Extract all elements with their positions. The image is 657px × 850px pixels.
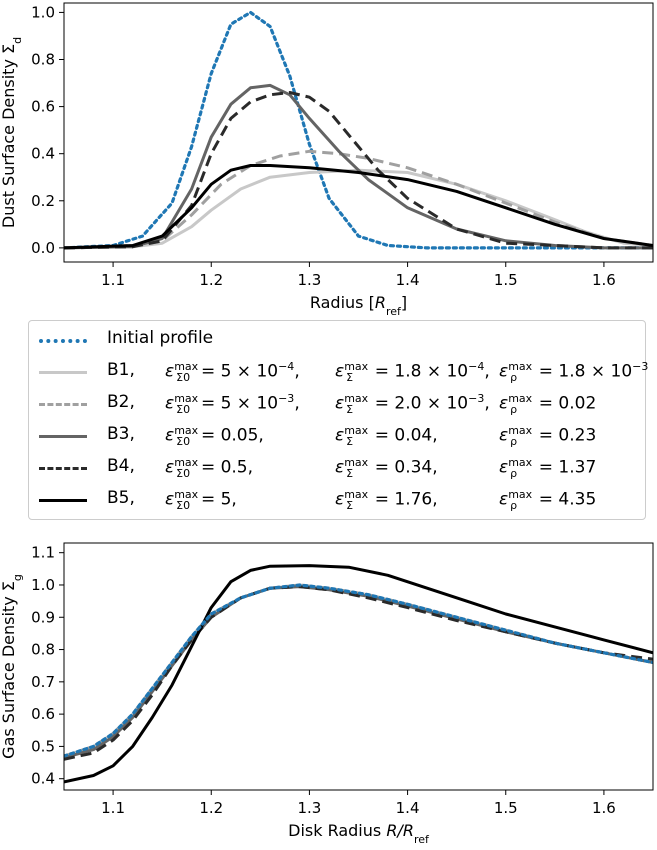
- series-group: [64, 564, 653, 784]
- x-axis-label: Radius [Rref]: [310, 293, 407, 318]
- legend-eps-sigma0: εmaxΣ0 = 5,: [165, 488, 237, 513]
- legend-eps-rho: εmaxρ = 1.37: [499, 456, 597, 481]
- x-axis-label: Disk Radius R/Rref: [288, 821, 430, 846]
- x-tick-label: 1.6: [592, 799, 616, 817]
- y-axis-label: Gas Surface Density Σg: [0, 574, 24, 759]
- legend-label: B3,: [107, 424, 135, 444]
- x-tick-label: 1.2: [199, 271, 223, 289]
- legend-eps-sigma0: εmaxΣ0 = 5 × 10−4,: [165, 360, 300, 385]
- legend-eps-sigma: εmaxΣ = 1.8 × 10−4,: [335, 360, 490, 385]
- legend-swatch: [39, 339, 87, 343]
- legend-swatch: [39, 467, 87, 470]
- x-tick-label: 1.5: [494, 799, 518, 817]
- plot-frame: [63, 542, 654, 791]
- series-line-b4: [64, 585, 653, 761]
- legend-item-b2: B2, εmaxΣ0 = 5 × 10−3, εmaxΣ = 2.0 × 10−…: [29, 389, 645, 419]
- legend-item-b1: B1, εmaxΣ0 = 5 × 10−4, εmaxΣ = 1.8 × 10−…: [29, 357, 649, 387]
- legend-eps-sigma0: εmaxΣ0 = 0.5,: [165, 456, 254, 481]
- series-line-b5: [64, 164, 653, 250]
- series-group: [64, 10, 653, 250]
- legend-label: B2,: [107, 392, 135, 412]
- series-line-b1: [64, 583, 653, 758]
- legend-eps-sigma: εmaxΣ = 0.34,: [335, 456, 438, 481]
- x-tick-label: 1.4: [396, 271, 420, 289]
- y-tick-label: 0.5: [31, 737, 55, 755]
- y-tick-label: 1.0: [31, 576, 55, 594]
- legend-label: Initial profile: [107, 328, 214, 348]
- legend-label: B1,: [107, 360, 135, 380]
- legend-eps-rho: εmaxρ = 4.35: [499, 488, 597, 513]
- y-axis-label: Dust Surface Density Σd: [0, 37, 24, 228]
- legend-eps-sigma: εmaxΣ = 0.04,: [335, 424, 438, 449]
- series-line-b3: [64, 83, 653, 250]
- legend-item-b3: B3, εmaxΣ0 = 0.05, εmaxΣ = 0.04, εmaxρ =…: [29, 421, 645, 451]
- y-tick-label: 0.7: [31, 673, 55, 691]
- legend-eps-rho: εmaxρ = 0.23: [499, 424, 597, 449]
- legend-eps-rho: εmaxρ = 0.02: [499, 392, 597, 417]
- legend-item-initial: Initial profile: [29, 325, 645, 355]
- plot-frame: [63, 2, 654, 263]
- legend-item-b4: B4, εmaxΣ0 = 0.5, εmaxΣ = 0.34, εmaxρ = …: [29, 453, 645, 483]
- y-tick-label: 0.9: [31, 608, 55, 626]
- x-tick-label: 1.3: [297, 271, 321, 289]
- y-tick-label: 1.0: [31, 3, 55, 21]
- series-line-initial-profile: [64, 10, 653, 250]
- x-tick-label: 1.1: [101, 271, 125, 289]
- y-tick-label: 0.0: [31, 239, 55, 257]
- y-tick-label: 0.8: [31, 641, 55, 659]
- x-tick-label: 1.4: [396, 799, 420, 817]
- y-tick-label: 0.8: [31, 51, 55, 69]
- legend-item-b5: B5, εmaxΣ0 = 5, εmaxΣ = 1.76, εmaxρ = 4.…: [29, 485, 645, 515]
- chart-panel-2: 1.1 1.2 1.3 1.4 1.5 1.6 0.4 0.5 0.6 0.7 0.8 0.9 1.0 1…: [0, 542, 654, 846]
- x-tick-label: 1.5: [494, 271, 518, 289]
- legend: Initial profile B1, εmaxΣ0 = 5 × 10−4, ε…: [28, 320, 649, 520]
- series-line-b2: [64, 583, 653, 758]
- x-tick-label: 1.6: [592, 271, 616, 289]
- series-line-b2: [64, 149, 653, 250]
- y-tick-label: 0.6: [31, 705, 55, 723]
- x-tick-label: 1.3: [297, 799, 321, 817]
- legend-eps-sigma0: εmaxΣ0 = 0.05,: [165, 424, 264, 449]
- series-line-initial-profile: [64, 583, 653, 758]
- series-line-b5: [64, 564, 653, 784]
- legend-eps-sigma: εmaxΣ = 2.0 × 10−3,: [335, 392, 490, 417]
- y-tick-label: 0.4: [31, 770, 55, 788]
- y-tick-label: 0.6: [31, 98, 55, 116]
- legend-label: B4,: [107, 456, 135, 476]
- x-tick-label: 1.1: [101, 799, 125, 817]
- series-line-b3: [64, 585, 653, 760]
- x-tick-label: 1.2: [199, 799, 223, 817]
- legend-swatch: [39, 499, 87, 502]
- legend-eps-sigma0: εmaxΣ0 = 5 × 10−3,: [165, 392, 300, 417]
- legend-eps-rho: εmaxρ = 1.8 × 10−3: [499, 360, 649, 385]
- legend-swatch: [39, 371, 87, 374]
- chart-panel-1: 1.1 1.2 1.3 1.4 1.5 1.6 0.0 0.2 0.4 0.6 0.8 1.0 Radi…: [0, 2, 654, 318]
- legend-swatch: [39, 435, 87, 438]
- legend-eps-sigma: εmaxΣ = 1.76,: [335, 488, 438, 513]
- y-tick-label: 1.1: [31, 544, 55, 562]
- y-tick-label: 0.4: [31, 145, 55, 163]
- y-tick-label: 0.2: [31, 192, 55, 210]
- legend-swatch: [39, 403, 87, 406]
- legend-label: B5,: [107, 488, 135, 508]
